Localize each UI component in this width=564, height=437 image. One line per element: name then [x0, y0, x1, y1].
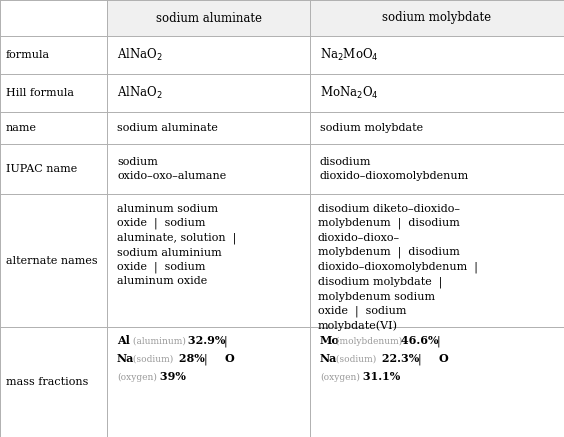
Text: disodium diketo–dioxido–
molybdenum  |  disodium
dioxido–dioxo–
molybdenum  |  d: disodium diketo–dioxido– molybdenum | di…: [318, 204, 478, 331]
Text: oxido–oxo–alumane: oxido–oxo–alumane: [117, 171, 226, 181]
Text: Hill formula: Hill formula: [6, 88, 74, 98]
Text: sodium aluminate: sodium aluminate: [117, 123, 218, 133]
Text: 28%: 28%: [175, 354, 204, 364]
Text: sodium aluminate: sodium aluminate: [156, 11, 262, 24]
Text: Na: Na: [320, 354, 337, 364]
Text: MoNa$_2$O$_4$: MoNa$_2$O$_4$: [320, 85, 378, 101]
Text: (sodium): (sodium): [130, 354, 174, 364]
Text: Al: Al: [117, 336, 130, 347]
Text: (oxygen): (oxygen): [320, 372, 360, 382]
Text: O: O: [438, 354, 448, 364]
Text: |: |: [217, 335, 228, 347]
Text: |: |: [430, 335, 440, 347]
Text: sodium: sodium: [117, 157, 158, 167]
Text: sodium molybdate: sodium molybdate: [382, 11, 492, 24]
Text: 32.9%: 32.9%: [184, 336, 226, 347]
Text: AlNaO$_2$: AlNaO$_2$: [117, 47, 163, 63]
Text: 31.1%: 31.1%: [359, 371, 400, 382]
Text: formula: formula: [6, 50, 50, 60]
Text: (aluminum): (aluminum): [130, 336, 186, 346]
Text: (molybdenum): (molybdenum): [333, 336, 403, 346]
Text: |: |: [411, 353, 428, 365]
Text: O: O: [224, 354, 234, 364]
Text: Na$_2$MoO$_4$: Na$_2$MoO$_4$: [320, 47, 378, 63]
Text: mass fractions: mass fractions: [6, 377, 89, 387]
Text: AlNaO$_2$: AlNaO$_2$: [117, 85, 163, 101]
Bar: [310, 0, 564, 36]
Text: Mo: Mo: [320, 336, 340, 347]
Text: IUPAC name: IUPAC name: [6, 164, 77, 174]
Text: (sodium): (sodium): [333, 354, 377, 364]
Text: 22.3%: 22.3%: [378, 354, 419, 364]
Text: Na: Na: [117, 354, 134, 364]
Text: sodium molybdate: sodium molybdate: [320, 123, 423, 133]
Bar: [107, 0, 310, 36]
Text: 39%: 39%: [156, 371, 186, 382]
Text: name: name: [6, 123, 37, 133]
Text: alternate names: alternate names: [6, 256, 98, 266]
Text: (oxygen): (oxygen): [117, 372, 157, 382]
Text: |: |: [197, 353, 214, 365]
Text: disodium: disodium: [320, 157, 372, 167]
Text: aluminum sodium
oxide  |  sodium
aluminate, solution  |
sodium aluminium
oxide  : aluminum sodium oxide | sodium aluminate…: [117, 204, 236, 287]
Text: dioxido–dioxomolybdenum: dioxido–dioxomolybdenum: [320, 171, 469, 181]
Text: 46.6%: 46.6%: [397, 336, 438, 347]
